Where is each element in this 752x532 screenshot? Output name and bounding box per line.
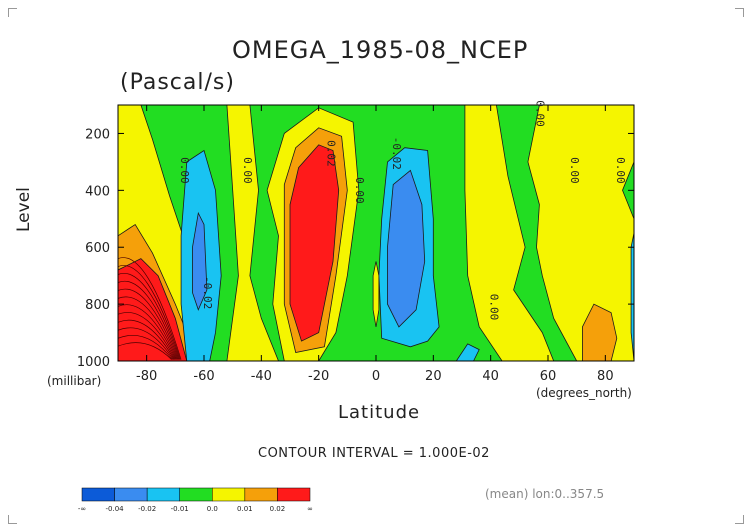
legend-label: 0.01 bbox=[237, 505, 253, 513]
x-tick-label: 0 bbox=[372, 369, 380, 384]
y-axis-units: (millibar) bbox=[47, 374, 102, 388]
region-yellow-north-high bbox=[527, 105, 634, 361]
legend-label: ∞ bbox=[307, 505, 313, 513]
region-cyan-north-small bbox=[455, 343, 480, 361]
x-tick-label: 20 bbox=[425, 369, 442, 384]
legend-label: -∞ bbox=[78, 505, 86, 513]
y-tick-label: 400 bbox=[85, 184, 110, 199]
region-orange-north bbox=[582, 303, 618, 361]
region-blue-south bbox=[192, 211, 208, 311]
contour-label: -0.02 bbox=[390, 137, 403, 170]
legend-label: -0.02 bbox=[138, 505, 156, 513]
contour-label: 0.00 bbox=[534, 100, 547, 127]
region-yellow-south-mid bbox=[226, 105, 279, 361]
region-blue-equator bbox=[387, 169, 426, 328]
region-red-south-tropics bbox=[289, 144, 340, 342]
contour-line-dense bbox=[118, 327, 174, 360]
contour-label: 0.00 bbox=[614, 157, 627, 184]
contour-line-dense bbox=[118, 265, 181, 360]
contour-interval-note: CONTOUR INTERVAL = 1.000E-02 bbox=[258, 446, 490, 461]
contour-line-dense bbox=[118, 288, 178, 360]
x-axis-label: Latitude bbox=[338, 402, 421, 423]
contour-label: 0.00 bbox=[178, 157, 191, 184]
legend-swatch bbox=[212, 487, 246, 502]
contour-line-dense bbox=[118, 312, 176, 360]
x-tick-label: -20 bbox=[308, 369, 329, 384]
legend-label: -0.04 bbox=[106, 505, 125, 513]
legend-swatch bbox=[146, 487, 180, 502]
contour-label: 0.00 bbox=[353, 177, 366, 204]
x-tick-label: 80 bbox=[597, 369, 614, 384]
region-yellow-north-mid bbox=[464, 105, 555, 361]
contour-line-dense bbox=[118, 335, 173, 360]
chart-title: OMEGA_1985-08_NCEP bbox=[232, 36, 529, 64]
legend-label: 0.0 bbox=[207, 505, 218, 513]
x-tick-label: -40 bbox=[251, 369, 272, 384]
legend-swatch bbox=[81, 487, 115, 502]
x-tick-label: 60 bbox=[540, 369, 557, 384]
axes: -80 -60 -40 -20 0 20 40 60 80 200 400 600 800 1000 bbox=[77, 104, 635, 384]
contour-label: 0.00 bbox=[488, 294, 501, 321]
contour-label: 0.00 bbox=[568, 157, 581, 184]
y-tick-label: 200 bbox=[85, 127, 110, 142]
contour-field bbox=[118, 105, 634, 361]
chart-units: (Pascal/s) bbox=[120, 70, 235, 95]
color-legend: -∞ -0.04 -0.02 -0.01 0.0 0.01 0.02 ∞ bbox=[78, 487, 313, 513]
mean-note: (mean) lon:0..357.5 bbox=[485, 487, 605, 501]
x-tick-label: -80 bbox=[136, 369, 157, 384]
contour-labels: 0.00 0.00 -0.02 0.02 0.00 -0.02 0.00 0.00 0.00 0.… bbox=[178, 100, 627, 320]
contour-line-dense bbox=[118, 257, 182, 360]
y-tick-label: 1000 bbox=[77, 355, 110, 370]
legend-label: 0.02 bbox=[270, 505, 286, 513]
corner-mark-bottom-left bbox=[8, 515, 17, 524]
legend-swatch bbox=[114, 487, 148, 502]
corner-mark-top-right bbox=[735, 8, 744, 17]
contour-line-dense bbox=[118, 319, 175, 360]
legend-label: -0.01 bbox=[171, 505, 189, 513]
x-tick-label: 40 bbox=[482, 369, 499, 384]
region-yellow-equator-small bbox=[372, 261, 380, 327]
x-axis-units: (degrees_north) bbox=[536, 386, 632, 400]
x-tick-label: -60 bbox=[193, 369, 214, 384]
legend-swatch bbox=[277, 487, 311, 502]
contour-label: -0.02 bbox=[201, 276, 214, 309]
legend-swatch bbox=[179, 487, 213, 502]
y-tick-label: 600 bbox=[85, 241, 110, 256]
contour-label: 0.02 bbox=[324, 140, 337, 167]
contour-line-dense bbox=[118, 342, 172, 360]
contour-line-dense bbox=[118, 304, 177, 360]
corner-mark-bottom-right bbox=[735, 515, 744, 524]
corner-mark-top-left bbox=[8, 8, 17, 17]
contour-line-dense bbox=[118, 273, 180, 360]
contour-label: 0.00 bbox=[241, 157, 254, 184]
legend-swatch bbox=[244, 487, 278, 502]
y-tick-label: 800 bbox=[85, 298, 110, 313]
contour-line-dense bbox=[118, 280, 179, 360]
contour-line-dense bbox=[118, 296, 178, 360]
